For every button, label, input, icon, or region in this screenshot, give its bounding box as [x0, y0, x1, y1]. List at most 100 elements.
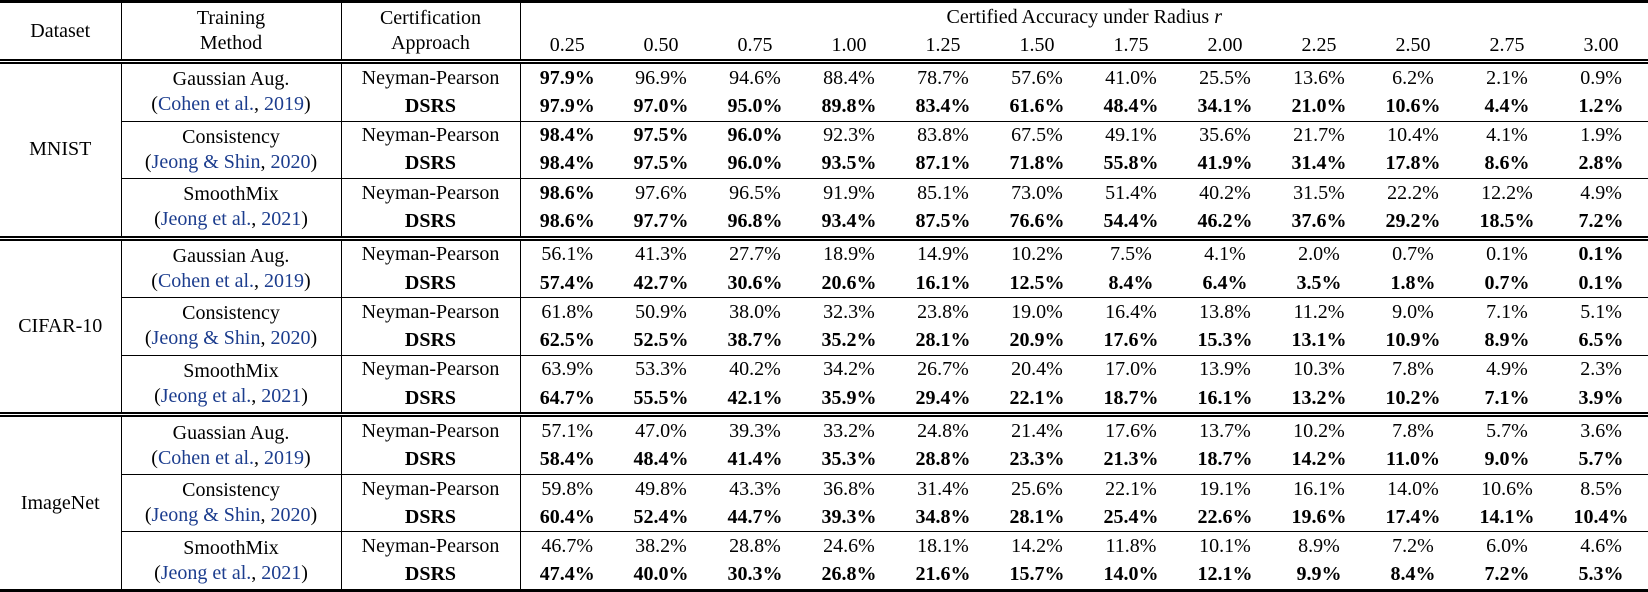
accuracy-cell: 8.6%: [1484, 152, 1530, 175]
accuracy-cell: 55.8%: [1103, 152, 1159, 175]
citation: (Jeong et al., 2021): [154, 561, 308, 584]
citation: (Cohen et al., 2019): [151, 93, 311, 116]
citation-year-link[interactable]: 2021: [261, 561, 302, 584]
accuracy-cell: 61.8%: [520, 297, 614, 327]
table-header: Dataset Training Method Certification Ap…: [0, 1, 1648, 64]
table-row: SmoothMix (Jeong et al., 2021) Neyman-Pear…: [0, 531, 1648, 591]
table-row: Consistency (Jeong & Shin, 2020) Neyman-Pe…: [0, 120, 1648, 179]
header-dataset: Dataset: [0, 1, 122, 64]
citation-authors-link[interactable]: Jeong et al.: [160, 208, 252, 231]
accuracy-cell: 40.0%: [633, 563, 689, 586]
accuracy-cell: 7.2%: [1578, 209, 1624, 232]
accuracy-cell: 22.1%: [1009, 386, 1065, 409]
accuracy-cell: 48.4%: [633, 448, 689, 471]
citation-year-link[interactable]: 2021: [261, 385, 302, 408]
accuracy-cell: 3.6%: [1554, 412, 1648, 446]
citation-year-link[interactable]: 2020: [270, 504, 311, 527]
citation: (Cohen et al., 2019): [151, 269, 311, 292]
approach-cell: Neyman-Pearson: [341, 354, 521, 384]
header-radius-3.00: 3.00: [1554, 31, 1648, 64]
training-method-cell: Guassian Aug. (Cohen et al., 2019): [121, 412, 342, 475]
citation-authors-link[interactable]: Jeong & Shin: [151, 504, 261, 527]
accuracy-cell: 8.9%: [1272, 531, 1366, 561]
accuracy-cell: 7.2%: [1366, 531, 1460, 561]
header-radius-2.50: 2.50: [1366, 31, 1460, 64]
accuracy-cell: 0.1%: [1554, 235, 1648, 269]
accuracy-cell: 7.8%: [1366, 354, 1460, 384]
accuracy-cell: 1.2%: [1578, 94, 1624, 117]
training-method-name: Consistency: [182, 302, 280, 325]
citation-authors-link[interactable]: Jeong & Shin: [151, 327, 261, 350]
accuracy-cell: 41.4%: [727, 448, 783, 471]
approach-cell: DSRS: [341, 503, 521, 532]
accuracy-cell: 2.3%: [1554, 354, 1648, 384]
accuracy-cell: 2.8%: [1578, 152, 1624, 175]
accuracy-cell: 31.5%: [1272, 178, 1366, 208]
accuracy-cell: 38.0%: [708, 297, 802, 327]
citation-authors-link[interactable]: Jeong et al.: [160, 561, 252, 584]
training-method-name: SmoothMix: [183, 536, 279, 559]
accuracy-cell: 98.4%: [539, 152, 595, 175]
citation-authors-link[interactable]: Cohen et al.: [157, 93, 255, 116]
accuracy-cell: 41.3%: [614, 235, 708, 269]
table-row: DSRS 98.4% 97.5% 96.0% 93.5% 87.1% 71.8% 55.8% 4…: [0, 149, 1648, 179]
training-method-name: Gaussian Aug.: [172, 244, 290, 267]
accuracy-cell: 18.7%: [1197, 448, 1253, 471]
accuracy-cell: 59.8%: [520, 473, 614, 504]
training-method-name: Guassian Aug.: [172, 421, 290, 444]
accuracy-cell: 4.6%: [1554, 531, 1648, 561]
accuracy-cell: 22.2%: [1366, 178, 1460, 208]
accuracy-cell: 14.2%: [990, 531, 1084, 561]
approach-cell: DSRS: [341, 445, 521, 475]
citation-year-link[interactable]: 2021: [261, 208, 302, 231]
citation-authors-link[interactable]: Cohen et al.: [157, 269, 255, 292]
accuracy-cell: 30.6%: [727, 271, 783, 294]
training-method-cell: Gaussian Aug. (Cohen et al., 2019): [121, 59, 342, 122]
accuracy-cell: 52.4%: [633, 505, 689, 528]
approach-cell: Neyman-Pearson: [341, 120, 521, 150]
accuracy-cell: 91.9%: [802, 178, 896, 208]
accuracy-cell: 28.1%: [915, 329, 971, 352]
citation-year-link[interactable]: 2019: [264, 93, 305, 116]
header-accuracy-title: Certified Accuracy under Radius r: [946, 5, 1223, 28]
accuracy-cell: 44.7%: [727, 505, 783, 528]
accuracy-cell: 10.9%: [1385, 329, 1441, 352]
citation: (Jeong & Shin, 2020): [144, 327, 318, 350]
table-row: DSRS 98.6% 97.7% 96.8% 93.4% 87.5% 76.6% 54.4% 4…: [0, 207, 1648, 239]
accuracy-cell: 0.1%: [1460, 235, 1554, 269]
table-row: DSRS 97.9% 97.0% 95.0% 89.8% 83.4% 61.6% 48.4% 3…: [0, 92, 1648, 122]
accuracy-cell: 63.9%: [520, 354, 614, 384]
accuracy-cell: 42.7%: [633, 271, 689, 294]
training-method-name: SmoothMix: [183, 360, 279, 383]
citation-authors-link[interactable]: Cohen et al.: [157, 446, 255, 469]
accuracy-cell: 33.2%: [802, 412, 896, 446]
citation-authors-link[interactable]: Jeong & Shin: [151, 150, 261, 173]
accuracy-cell: 10.1%: [1178, 531, 1272, 561]
training-method-cell: Consistency (Jeong & Shin, 2020): [121, 297, 342, 356]
accuracy-cell: 34.1%: [1197, 94, 1253, 117]
accuracy-cell: 23.3%: [1009, 448, 1065, 471]
citation-year-link[interactable]: 2019: [264, 446, 305, 469]
accuracy-cell: 96.0%: [727, 152, 783, 175]
accuracy-cell: 5.7%: [1578, 448, 1624, 471]
citation-year-link[interactable]: 2020: [270, 327, 311, 350]
citation-year-link[interactable]: 2019: [264, 269, 305, 292]
accuracy-cell: 11.0%: [1386, 448, 1440, 471]
approach-cell: Neyman-Pearson: [341, 297, 521, 327]
citation: (Cohen et al., 2019): [151, 446, 311, 469]
accuracy-cell: 5.7%: [1460, 412, 1554, 446]
citation-authors-link[interactable]: Jeong et al.: [160, 385, 252, 408]
accuracy-cell: 96.8%: [727, 209, 783, 232]
accuracy-cell: 16.1%: [1272, 473, 1366, 504]
training-method-name: Consistency: [182, 479, 280, 502]
accuracy-cell: 39.3%: [708, 412, 802, 446]
training-method-name: Consistency: [182, 125, 280, 148]
accuracy-cell: 96.0%: [708, 120, 802, 150]
accuracy-cell: 87.5%: [915, 209, 971, 232]
accuracy-cell: 55.5%: [633, 386, 689, 409]
accuracy-cell: 39.3%: [821, 505, 877, 528]
approach-cell: DSRS: [341, 383, 521, 415]
citation-year-link[interactable]: 2020: [270, 150, 311, 173]
accuracy-cell: 96.9%: [614, 59, 708, 93]
dataset-cell-MNIST: MNIST: [0, 59, 122, 239]
